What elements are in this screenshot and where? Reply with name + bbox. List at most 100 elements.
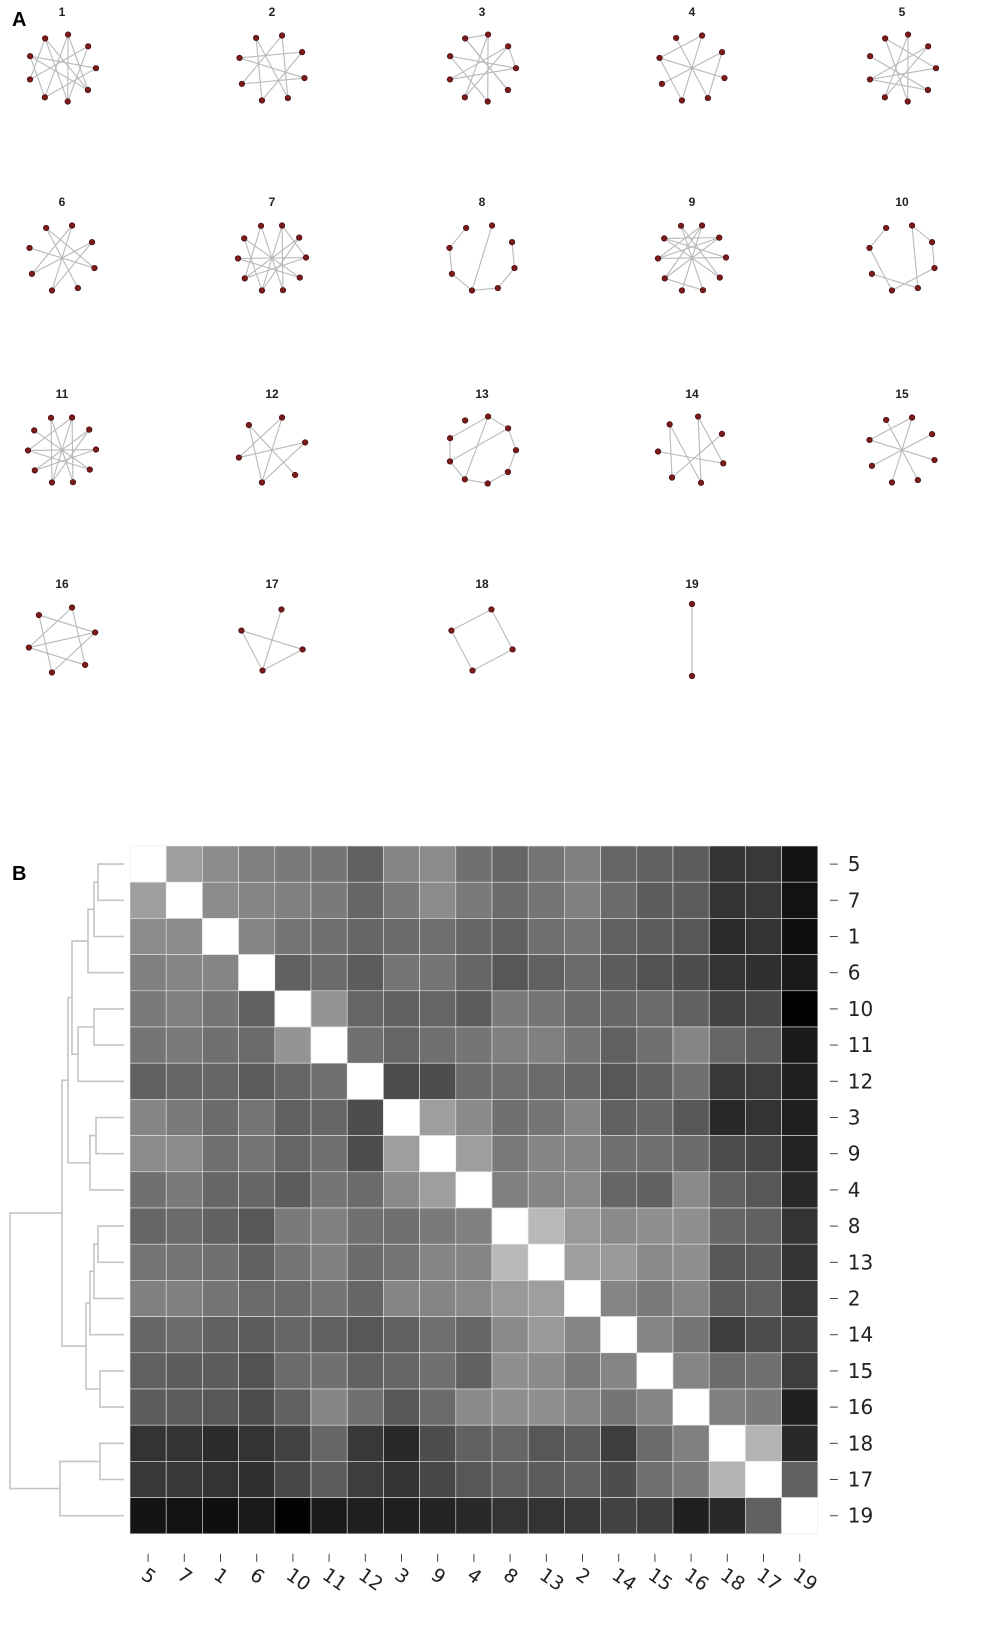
network-16: 16 <box>25 577 99 676</box>
heatmap-cell <box>527 1280 565 1317</box>
heatmap-cell <box>202 918 239 955</box>
heatmap-cell <box>165 1026 203 1064</box>
heatmap-cell <box>419 881 457 919</box>
heatmap-cell <box>636 1135 674 1173</box>
heatmap-cell <box>202 1352 239 1390</box>
heatmap-cell <box>238 1497 276 1535</box>
network-edge <box>241 630 303 650</box>
network-title: 4 <box>689 5 696 19</box>
heatmap-cell <box>346 1316 384 1354</box>
heatmap-cell <box>491 954 529 992</box>
heatmap-cell <box>238 845 276 883</box>
network-edge <box>884 37 937 69</box>
heatmap-cell <box>745 845 782 883</box>
heatmap-cell <box>708 1062 746 1100</box>
heatmap-cell <box>383 1207 420 1245</box>
heatmap-cell <box>636 1280 674 1317</box>
heatmap-cell <box>636 1062 674 1100</box>
heatmap-cell <box>636 1243 674 1281</box>
heatmap-cell <box>346 1135 384 1173</box>
network-node <box>299 646 306 653</box>
heatmap-cell <box>564 1026 601 1064</box>
heatmap-cell <box>600 1316 638 1354</box>
network-edge <box>281 225 307 258</box>
heatmap-cell <box>129 1099 167 1136</box>
heatmap-cell <box>564 954 601 992</box>
heatmap-cell <box>672 1243 710 1281</box>
dendrogram-branch <box>97 863 124 902</box>
heatmap-cell <box>310 1062 348 1100</box>
heatmap-cell <box>636 1171 674 1209</box>
heatmap-cell <box>708 1135 746 1173</box>
dendrogram-branch <box>85 1302 100 1390</box>
network-edge <box>27 449 90 471</box>
heatmap-cell <box>129 1135 167 1173</box>
network-edge <box>44 38 69 102</box>
heatmap-cell <box>419 1424 457 1462</box>
network-edge <box>449 416 489 439</box>
heatmap-cell <box>781 918 819 955</box>
heatmap-cell <box>129 954 167 992</box>
heatmap-cell <box>600 918 638 955</box>
heatmap-cell <box>491 881 529 919</box>
network-node <box>259 667 266 674</box>
heatmap-cell <box>129 1243 167 1281</box>
network-edge <box>664 277 704 291</box>
network-edge <box>871 273 919 289</box>
dendrogram <box>9 863 124 1517</box>
heatmap-cell <box>238 1243 276 1281</box>
network-edge <box>507 449 517 473</box>
heatmap-cell <box>165 1171 203 1209</box>
heatmap-cell <box>527 1352 565 1390</box>
network-node <box>678 97 686 104</box>
heatmap-cell <box>708 1424 746 1462</box>
heatmap-cell <box>600 1352 638 1390</box>
heatmap-cell <box>383 1388 420 1426</box>
heatmap-cell <box>274 1243 312 1281</box>
network-title: 18 <box>475 577 489 591</box>
network-node <box>42 35 49 42</box>
heatmap-cell <box>383 1026 420 1064</box>
network-node <box>463 224 470 232</box>
heatmap-cell <box>165 1424 203 1462</box>
heatmap-cell <box>745 1497 782 1535</box>
heatmap-cell <box>781 1280 819 1317</box>
network-edge <box>34 448 97 471</box>
network-node <box>85 43 92 50</box>
network-edge <box>657 450 724 464</box>
network-edge <box>261 51 303 101</box>
network-15: 15 <box>866 387 938 486</box>
heatmap-cell <box>129 881 167 919</box>
network-node <box>296 234 303 241</box>
network-edge <box>237 257 300 279</box>
heatmap-cell <box>455 1099 493 1136</box>
heatmap-cell <box>274 1316 312 1354</box>
network-edge <box>464 45 509 98</box>
network-node <box>241 235 248 242</box>
heatmap-cell <box>455 954 493 992</box>
heatmap-cell <box>274 954 312 992</box>
heatmap-cell <box>310 1316 348 1354</box>
heatmap-cell <box>527 1207 565 1245</box>
heatmap-cell <box>527 954 565 992</box>
heatmap-cell <box>527 1171 565 1209</box>
heatmap-cell <box>491 1497 529 1535</box>
network-edge <box>497 267 515 289</box>
heatmap-cell <box>708 1171 746 1209</box>
network-title: 10 <box>895 195 909 209</box>
dendrogram-branch <box>61 1079 86 1347</box>
heatmap-cell <box>274 1099 312 1136</box>
heatmap-cell <box>527 1099 565 1136</box>
heatmap-cell <box>165 918 203 955</box>
column-label: 17 <box>753 1564 785 1596</box>
row-label: 6 <box>848 961 861 985</box>
heatmap-cell <box>165 1316 203 1354</box>
heatmap-cell <box>165 1135 203 1173</box>
heatmap-cell <box>708 918 746 955</box>
network-18: 18 <box>448 577 516 674</box>
column-label: 14 <box>608 1564 640 1596</box>
heatmap-cell <box>672 1207 710 1245</box>
network-edge <box>449 55 489 102</box>
heatmap-cell <box>383 1316 420 1354</box>
network-node <box>68 414 76 421</box>
